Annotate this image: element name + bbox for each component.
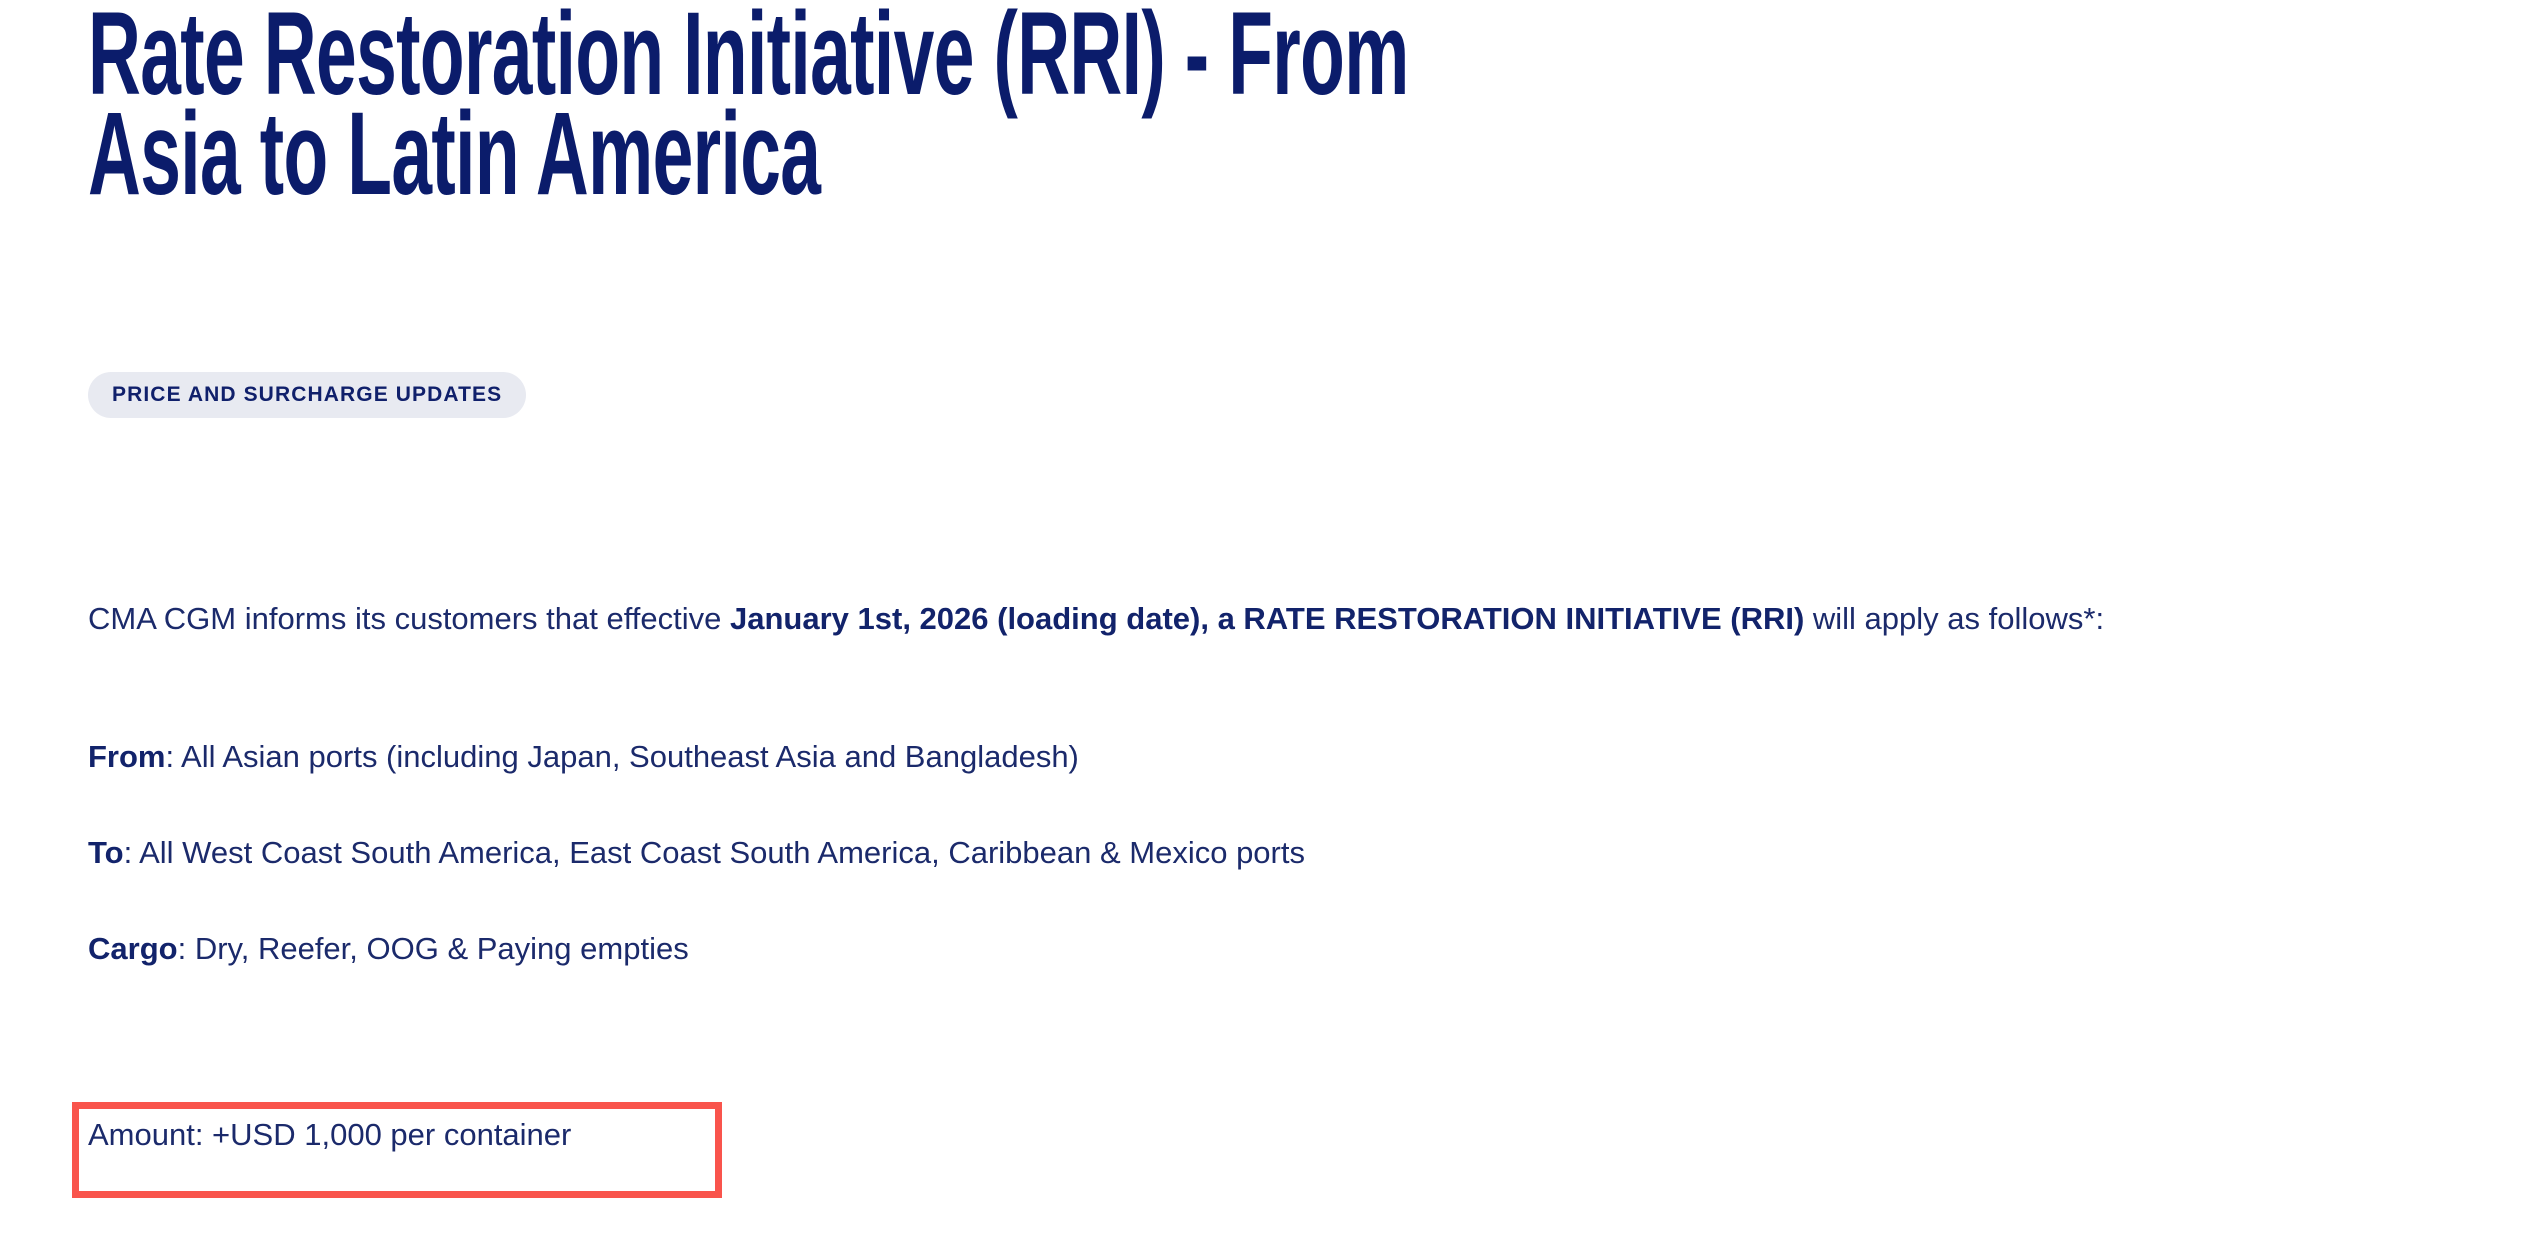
intro-bold-continued: a RATE RESTORATION INITIATIVE (RRI): [1208, 601, 1805, 636]
detail-separator-to: :: [123, 835, 140, 870]
detail-label-cargo: Cargo: [88, 931, 178, 966]
category-badge[interactable]: PRICE AND SURCHARGE UPDATES: [88, 372, 527, 418]
article-body: CMA CGM informs its customers that effec…: [88, 590, 2288, 966]
detail-line-from: From: All Asian ports (including Japan, …: [88, 738, 2278, 776]
intro-text-before: CMA CGM informs its customers that effec…: [88, 601, 730, 636]
intro-paragraph: CMA CGM informs its customers that effec…: [88, 590, 2278, 647]
detail-separator-cargo: :: [177, 931, 195, 966]
detail-value-from: All Asian ports (including Japan, Southe…: [181, 739, 1079, 774]
detail-line-cargo: Cargo: Dry, Reefer, OOG & Paying empties: [88, 930, 2278, 968]
detail-label-to: To: [88, 835, 124, 870]
page-title-line-1: Rate Restoration Initiative (RRI) - From: [88, 0, 1409, 120]
amount-highlight-box: [72, 1102, 722, 1198]
detail-value-cargo: Dry, Reefer, OOG & Paying empties: [194, 931, 689, 966]
intro-text-after: will apply as follows*:: [1804, 601, 2105, 636]
detail-value-to: All West Coast South America, East Coast…: [139, 835, 1305, 870]
detail-separator-from: :: [165, 739, 182, 774]
page-title-line-2: Asia to Latin America: [88, 88, 821, 220]
detail-list: From: All Asian ports (including Japan, …: [88, 738, 2278, 1026]
amount-line: Amount: +USD 1,000 per container: [88, 1117, 572, 1152]
detail-line-to: To: All West Coast South America, East C…: [88, 834, 2278, 872]
category-badge-row: PRICE AND SURCHARGE UPDATES: [88, 372, 527, 418]
detail-label-from: From: [88, 739, 166, 774]
page-title: Rate Restoration Initiative (RRI) - From…: [88, 0, 1440, 220]
effective-date-highlight: January 1st, 2026 (loading date),: [730, 601, 1209, 638]
